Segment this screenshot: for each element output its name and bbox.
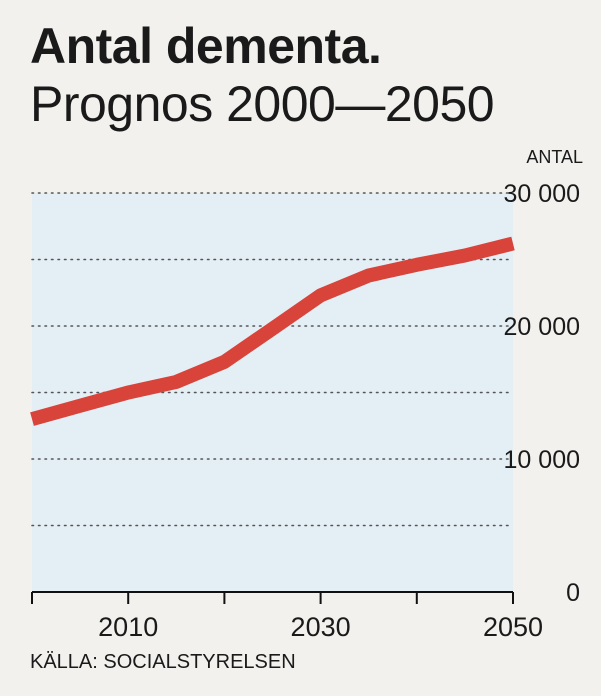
x-tick-label: 2050 xyxy=(483,612,543,642)
x-tick-label: 2030 xyxy=(291,612,351,642)
y-tick-label: 10 000 xyxy=(504,446,580,474)
series-line-0 xyxy=(30,236,515,426)
y-axis-unit-label: ANTAL xyxy=(526,147,583,167)
y-tick-label: 20 000 xyxy=(504,313,580,341)
y-tick-label: 30 000 xyxy=(504,180,580,208)
y-tick-label: 0 xyxy=(566,579,580,607)
chart-title: Antal dementa. xyxy=(30,18,382,74)
source-note: KÄLLA: SOCIALSTYRELSEN xyxy=(30,651,296,673)
chart-subtitle: Prognos 2000—2050 xyxy=(30,76,495,132)
x-tick-label: 2010 xyxy=(98,612,158,642)
